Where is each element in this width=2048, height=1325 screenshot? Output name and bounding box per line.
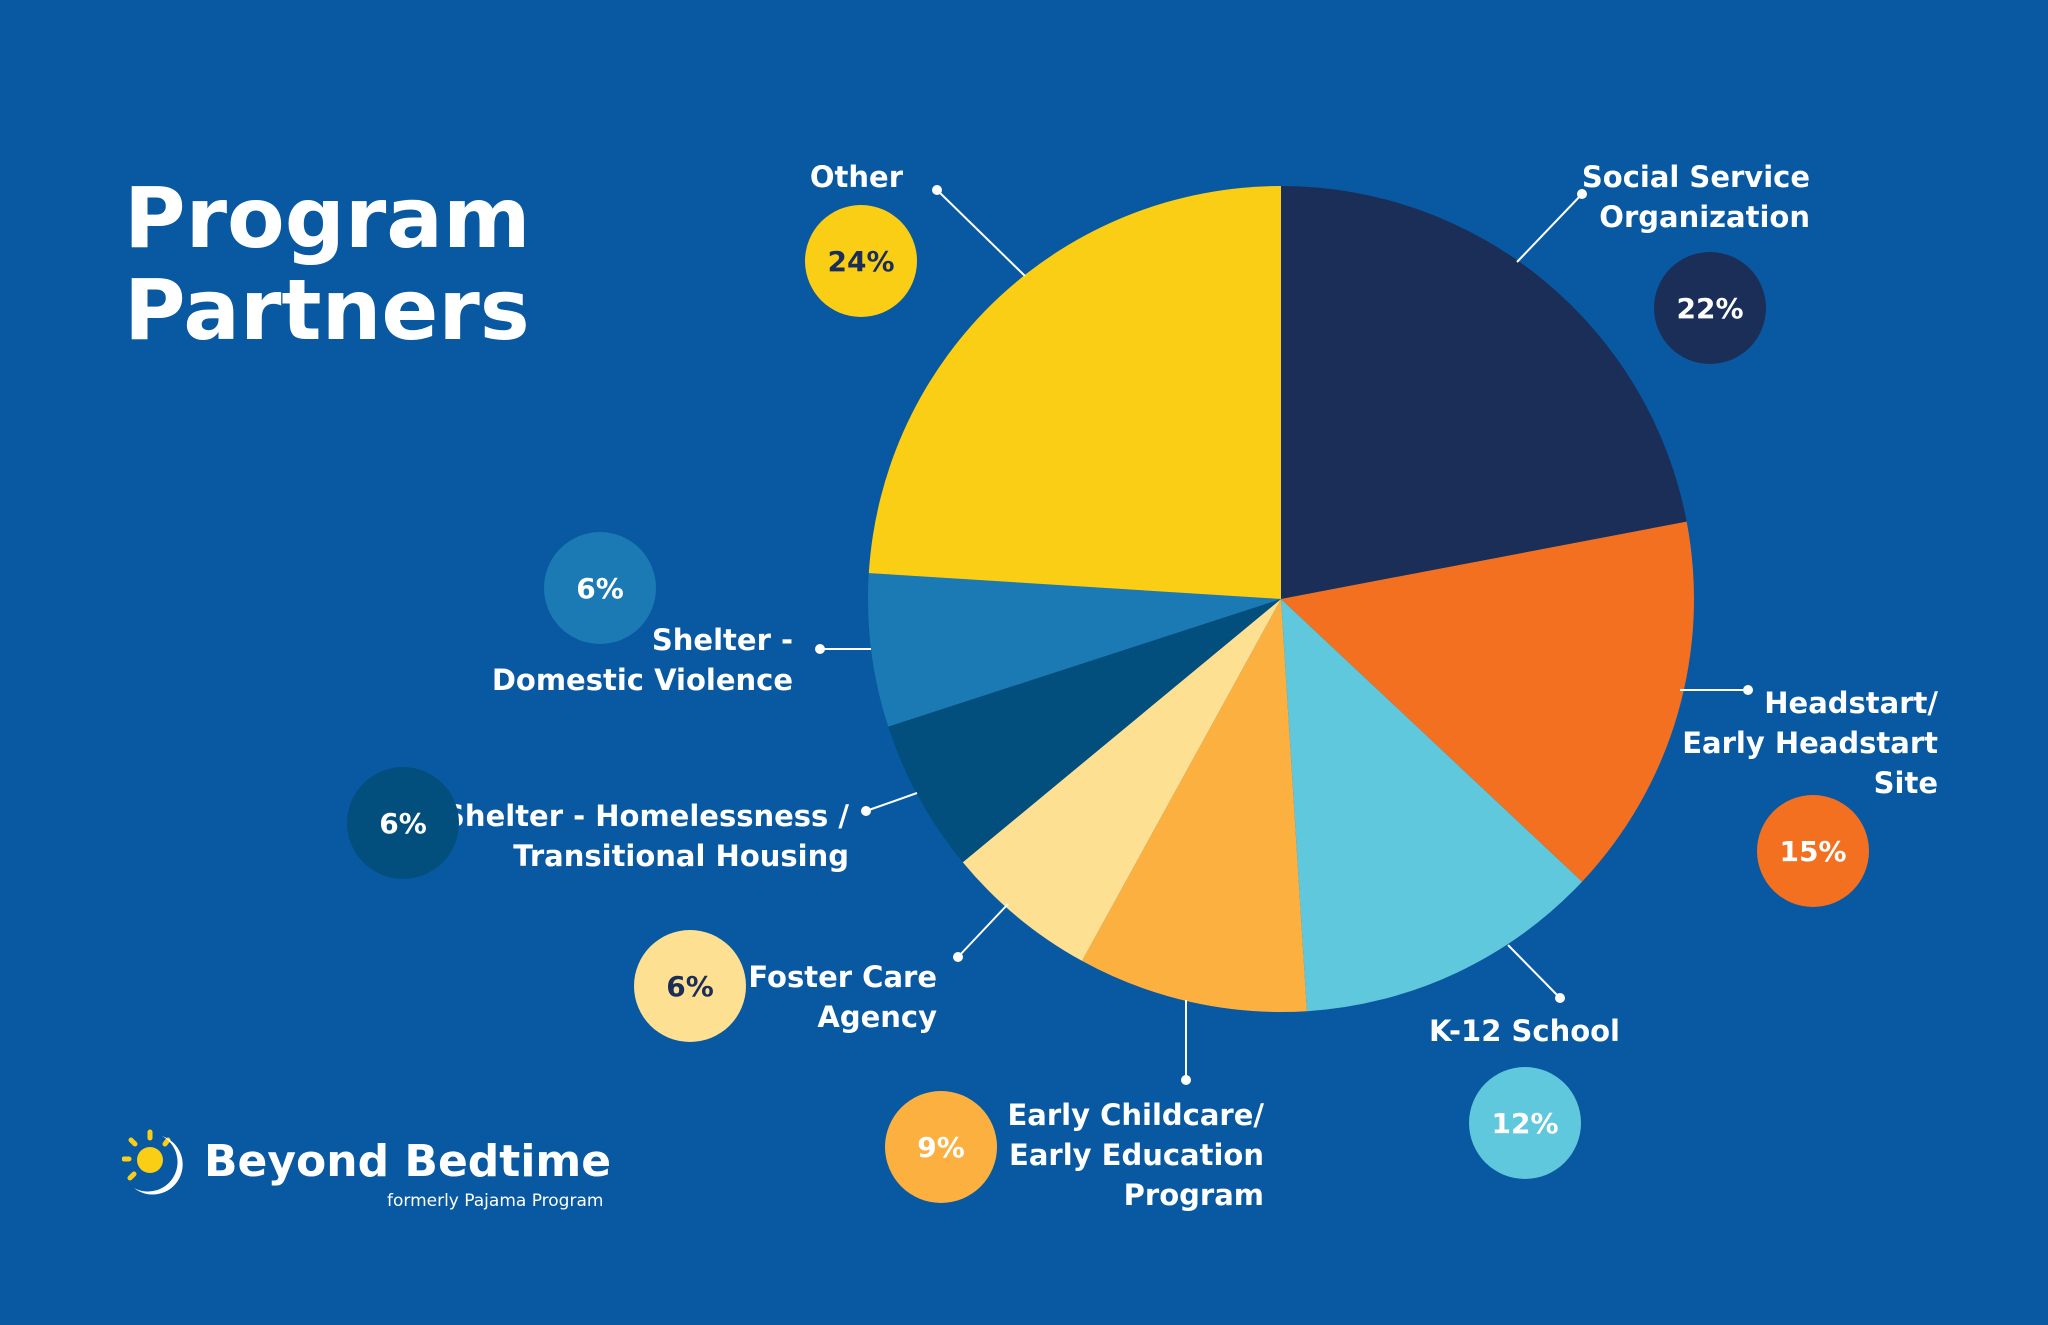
leader-dot	[1577, 189, 1587, 199]
slice-label-line: Shelter -	[652, 623, 793, 657]
pie-slice	[867, 573, 1281, 727]
slice-label: Headstart/Early Headstart Site	[1682, 686, 1938, 800]
value-badge	[347, 767, 459, 879]
value-badge	[885, 1091, 997, 1203]
slice-label-line: Headstart/	[1764, 686, 1938, 720]
value-badge	[544, 532, 656, 644]
leader-line	[865, 792, 918, 812]
slice-label-line: Social Service	[1582, 160, 1810, 194]
leader-line	[1507, 944, 1561, 999]
value-label: 22%	[1676, 292, 1743, 325]
slice-label: Foster Care Agency	[748, 960, 937, 1034]
slice-label: Other	[810, 160, 904, 194]
pie-slice	[962, 599, 1281, 961]
slice-label: K-12 School	[1429, 1014, 1620, 1048]
leader-dot	[953, 952, 963, 962]
leader-line	[936, 189, 1026, 277]
leader-dot	[1181, 1075, 1191, 1085]
value-label: 6%	[379, 807, 427, 840]
slice-label-line: K-12 School	[1429, 1014, 1620, 1048]
pie-slice	[1281, 599, 1583, 1012]
leader-line	[957, 903, 1009, 958]
value-label: 12%	[1491, 1107, 1558, 1140]
page-title: Program Partners	[124, 172, 530, 356]
value-badge	[1469, 1067, 1581, 1179]
value-badge	[805, 205, 917, 317]
value-label: 9%	[917, 1131, 965, 1164]
leader-dot	[815, 644, 825, 654]
slice-label-line: Organization	[1599, 200, 1810, 234]
pie-slice	[888, 599, 1281, 863]
slice-label-line: Early Childcare/	[1007, 1098, 1264, 1132]
leader-dot	[932, 185, 942, 195]
slice-label-line: Early Headstart	[1682, 726, 1938, 760]
slice-label-line: Agency	[817, 1000, 937, 1034]
pie-slice	[1281, 186, 1687, 599]
slice-label: Early Childcare/Early Education Program	[1007, 1098, 1264, 1212]
slice-label-line: Domestic Violence	[492, 663, 793, 697]
value-badge	[1654, 252, 1766, 364]
value-label: 6%	[666, 970, 714, 1003]
leader-dot	[1743, 685, 1753, 695]
leader-line	[1516, 193, 1583, 263]
pie-slice	[1082, 599, 1307, 1013]
leader-dot	[1555, 993, 1565, 1003]
slice-label-line: Other	[810, 160, 904, 194]
brand-name: Beyond Bedtime	[204, 1136, 612, 1187]
slice-label-line: Early Education	[1009, 1138, 1264, 1172]
value-label: 15%	[1779, 835, 1846, 868]
page-title-line-1: Program	[124, 169, 531, 267]
value-label: 24%	[827, 245, 894, 278]
value-badge	[634, 930, 746, 1042]
value-badge	[1757, 795, 1869, 907]
pie-slice	[868, 186, 1281, 599]
pie-slice	[1281, 521, 1694, 882]
slice-label-line: Transitional Housing	[513, 839, 849, 873]
leader-dot	[861, 806, 871, 816]
sun-moon-icon	[122, 1129, 183, 1195]
slice-label: Shelter - Domestic Violence	[492, 623, 793, 697]
slice-label: Shelter - Homelessness / Transitional Hou…	[444, 799, 849, 873]
slice-label: Social Service Organization	[1582, 160, 1810, 234]
brand-tagline: formerly Pajama Program	[387, 1191, 604, 1211]
slice-label-line: Site	[1874, 766, 1938, 800]
slice-label-line: Program	[1124, 1178, 1264, 1212]
page-title-line-2: Partners	[124, 261, 530, 359]
value-label: 6%	[576, 572, 624, 605]
slice-label-line: Shelter - Homelessness /	[444, 799, 849, 833]
slice-label-line: Foster Care	[748, 960, 937, 994]
